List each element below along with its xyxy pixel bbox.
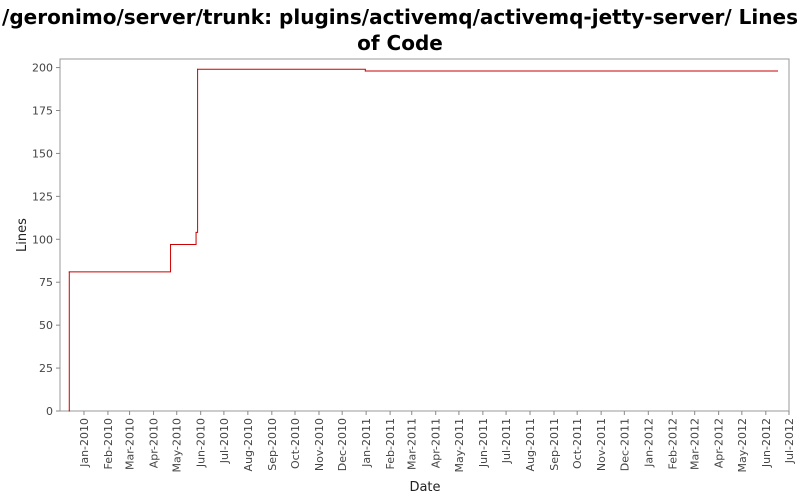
y-tick-label: 200	[32, 62, 53, 75]
chart-title: /geronimo/server/trunk: plugins/activemq…	[2, 5, 798, 55]
x-tick-label: Feb-2011	[384, 418, 397, 469]
x-tick-label: Sep-2010	[266, 418, 279, 471]
x-tick-label: Oct-2011	[571, 418, 584, 469]
x-tick-label: Mar-2010	[124, 418, 137, 470]
x-tick-label: Jan-2012	[642, 418, 655, 468]
x-tick-label: Dec-2011	[618, 418, 631, 471]
x-tick-label: Nov-2011	[595, 418, 608, 471]
y-tick-label: 125	[32, 190, 53, 203]
x-tick-label: Jul-2011	[500, 418, 513, 464]
x-tick-label: Dec-2010	[336, 418, 349, 471]
x-tick-label: Jan-2011	[360, 418, 373, 468]
x-tick-label: Apr-2010	[148, 418, 161, 468]
y-tick-label: 150	[32, 147, 53, 160]
x-tick-label: Nov-2010	[313, 418, 326, 471]
x-tick-label: Aug-2010	[242, 418, 255, 471]
data-point	[197, 68, 199, 70]
x-tick-label: Jul-2012	[783, 418, 796, 464]
x-tick-label: Mar-2011	[406, 418, 419, 470]
x-tick-label: Feb-2012	[666, 418, 679, 469]
data-point	[68, 271, 70, 273]
x-tick-label: Apr-2012	[713, 418, 726, 468]
x-tick-label: Oct-2010	[289, 418, 302, 469]
x-tick-label: Mar-2012	[689, 418, 702, 470]
y-tick-label: 25	[39, 362, 53, 375]
x-axis-title: Date	[409, 480, 440, 495]
y-axis-title: Lines	[15, 218, 30, 252]
x-tick-label: Jan-2010	[78, 418, 91, 468]
x-tick-label: Feb-2010	[102, 418, 115, 469]
x-tick-label: Jun-2011	[477, 418, 490, 468]
plot-area	[59, 58, 790, 412]
x-tick-label: Jul-2010	[218, 418, 231, 464]
x-axis: Jan-2010 Feb-2010 Mar-2010 Apr-2010 May-2010…	[78, 411, 796, 473]
y-tick-label: 50	[39, 319, 53, 332]
x-tick-label: Aug-2011	[524, 418, 537, 471]
data-point	[169, 243, 172, 246]
data-point	[68, 410, 70, 412]
data-point	[195, 231, 197, 234]
y-tick-label: 75	[39, 276, 53, 289]
x-tick-label: Jun-2012	[760, 418, 773, 468]
x-tick-label: May-2012	[736, 418, 749, 473]
x-tick-label: Sep-2011	[548, 418, 561, 471]
series-points	[68, 68, 779, 412]
y-axis: 0 25 50 75 100 125 150 175 200	[32, 62, 60, 418]
x-tick-label: Apr-2011	[430, 418, 443, 468]
y-tick-label: 0	[46, 405, 53, 418]
x-tick-label: May-2010	[171, 418, 184, 473]
x-tick-label: May-2011	[453, 418, 466, 473]
data-point	[776, 70, 779, 72]
y-tick-label: 100	[32, 233, 53, 246]
x-tick-label: Jun-2010	[195, 418, 208, 468]
y-tick-label: 175	[32, 105, 53, 118]
data-point	[364, 70, 366, 72]
